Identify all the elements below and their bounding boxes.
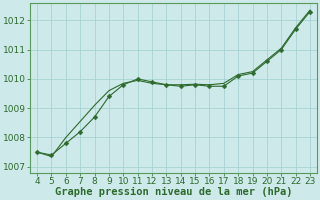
X-axis label: Graphe pression niveau de la mer (hPa): Graphe pression niveau de la mer (hPa) <box>55 187 292 197</box>
